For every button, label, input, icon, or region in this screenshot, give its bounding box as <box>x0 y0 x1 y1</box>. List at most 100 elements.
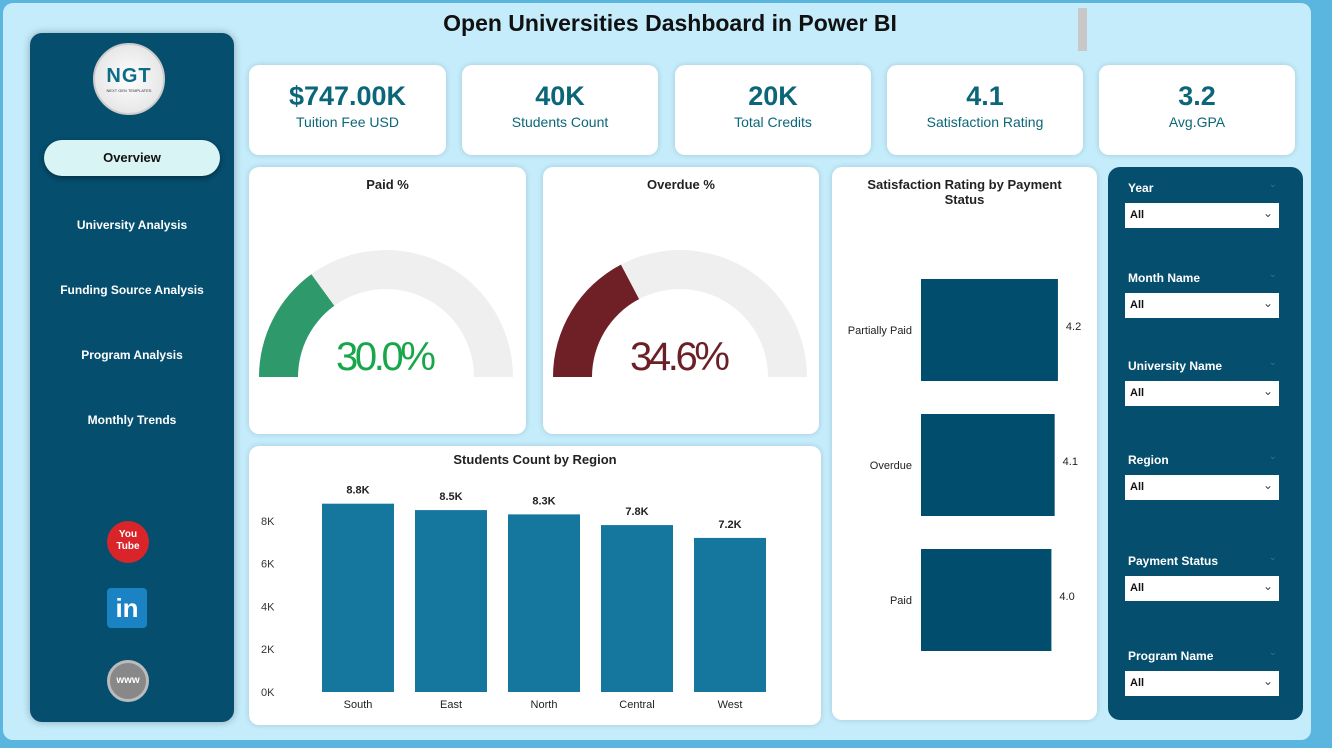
filter-panel: Year ⌄ All ⌄ Month Name ⌄ All ⌄ University Name ⌄… <box>1108 167 1303 720</box>
logo-text: NGT <box>106 65 152 87</box>
nav-funding-source-analysis[interactable]: Funding Source Analysis <box>60 283 204 297</box>
kpi-value: 40K <box>535 81 585 111</box>
nav-monthly-trends[interactable]: Monthly Trends <box>87 413 177 427</box>
slicer-label: Payment Status <box>1128 554 1219 568</box>
kpi-value: 20K <box>748 81 798 111</box>
gauge-value: 30.0% <box>336 335 436 379</box>
kpi-card: 4.1 Satisfaction Rating <box>887 65 1083 155</box>
slicer-dropdown[interactable]: All ⌄ <box>1125 475 1279 500</box>
chevron-down-icon[interactable]: ⌄ <box>1268 179 1277 190</box>
kpi-value: $747.00K <box>288 81 407 111</box>
chevron-down-icon[interactable]: ⌄ <box>1268 647 1277 658</box>
chevron-down-icon[interactable]: ⌄ <box>1268 357 1277 368</box>
chevron-down-icon[interactable]: ⌄ <box>1268 269 1277 280</box>
y-category-label: Overdue <box>870 460 912 472</box>
bar[interactable] <box>921 279 1058 381</box>
nav-university-analysis[interactable]: University Analysis <box>76 218 188 232</box>
data-label: 7.2K <box>718 519 741 531</box>
kpi-label: Total Credits <box>734 114 812 130</box>
bar[interactable] <box>601 525 673 692</box>
slicer-value: All <box>1130 387 1145 399</box>
gauge-title: Paid % <box>366 177 409 192</box>
data-label: 8.8K <box>346 485 369 497</box>
page-title: Open Universities Dashboard in Power BI <box>443 10 897 36</box>
slicer-label: Program Name <box>1128 649 1214 663</box>
students-by-region-card: Students Count by Region 0K 2K 4K 6K 8K 8.8K S… <box>249 446 821 725</box>
x-tick-label: South <box>344 699 373 711</box>
nav-overview[interactable]: Overview <box>44 140 220 176</box>
slicer-dropdown[interactable]: All ⌄ <box>1125 381 1279 406</box>
data-label: 8.5K <box>439 491 462 503</box>
chevron-down-icon[interactable]: ⌄ <box>1268 451 1277 462</box>
slicer-label: Region <box>1128 453 1169 467</box>
slicer-value: All <box>1130 677 1145 689</box>
scrollbar[interactable] <box>1078 8 1087 51</box>
data-label: 4.1 <box>1063 456 1078 468</box>
gauge-track <box>259 250 513 377</box>
x-tick-label: Central <box>619 699 654 711</box>
slicer-value: All <box>1130 582 1145 594</box>
kpi-value: 4.1 <box>966 81 1004 111</box>
chevron-down-icon: ⌄ <box>1262 674 1273 688</box>
bar[interactable] <box>921 549 1052 651</box>
chevron-down-icon: ⌄ <box>1262 206 1273 220</box>
chevron-down-icon: ⌄ <box>1262 296 1273 310</box>
overdue-gauge-card: Overdue % 34.6% <box>543 167 819 434</box>
gauge-fill <box>259 274 335 377</box>
y-tick-label: 4K <box>261 601 275 613</box>
slicer-dropdown[interactable]: All ⌄ <box>1125 203 1279 228</box>
chevron-down-icon: ⌄ <box>1262 579 1273 593</box>
bar[interactable] <box>921 414 1055 516</box>
globe-icon[interactable]: www <box>107 660 149 702</box>
kpi-label: Tuition Fee USD <box>296 114 399 130</box>
gauge-title: Overdue % <box>647 177 715 192</box>
y-tick-label: 2K <box>261 644 275 656</box>
students-by-region-chart: 0K 2K 4K 6K 8K 8.8K South 8.5K East 8.3K North 7.8K… <box>261 485 766 711</box>
x-tick-label: North <box>531 699 558 711</box>
x-tick-label: West <box>718 699 743 711</box>
sidebar: NGT NEXT GEN TEMPLATES Overview Universit… <box>30 33 234 722</box>
gauge-value: 34.6% <box>630 335 730 379</box>
logo: NGT NEXT GEN TEMPLATES <box>93 43 165 115</box>
bar[interactable] <box>415 510 487 692</box>
chart-title: Satisfaction Rating by Payment Status <box>867 177 1062 207</box>
kpi-card: $747.00K Tuition Fee USD <box>249 65 446 155</box>
kpi-card: 40K Students Count <box>462 65 658 155</box>
youtube-icon[interactable]: You Tube <box>107 521 149 563</box>
slicer-value: All <box>1130 299 1145 311</box>
slicer-label: Month Name <box>1128 271 1200 285</box>
nav-program-analysis[interactable]: Program Analysis <box>81 348 183 362</box>
bar[interactable] <box>694 537 766 692</box>
chevron-down-icon[interactable]: ⌄ <box>1268 552 1277 563</box>
y-tick-label: 6K <box>261 559 275 571</box>
kpi-value: 3.2 <box>1178 81 1216 111</box>
kpi-card: 3.2 Avg.GPA <box>1099 65 1295 155</box>
bar[interactable] <box>322 503 394 692</box>
slicer-dropdown[interactable]: All ⌄ <box>1125 293 1279 318</box>
slicer-value: All <box>1130 481 1145 493</box>
data-label: 4.0 <box>1059 591 1074 603</box>
chevron-down-icon: ⌄ <box>1262 384 1273 398</box>
data-label: 8.3K <box>532 495 555 507</box>
y-tick-label: 8K <box>261 516 275 528</box>
logo-subtext: NEXT GEN TEMPLATES <box>106 88 152 93</box>
chart-title: Students Count by Region <box>453 452 617 467</box>
overdue-gauge: 34.6% <box>553 250 807 379</box>
slicer-label: Year <box>1128 181 1154 195</box>
y-category-label: Partially Paid <box>848 325 912 337</box>
gauge-fill <box>553 264 640 377</box>
paid-gauge: 30.0% <box>259 250 513 379</box>
slicer-dropdown[interactable]: All ⌄ <box>1125 671 1279 696</box>
slicer-dropdown[interactable]: All ⌄ <box>1125 576 1279 601</box>
kpi-label: Satisfaction Rating <box>926 114 1044 130</box>
data-label: 4.2 <box>1066 321 1081 333</box>
linkedin-icon[interactable]: in <box>107 588 147 628</box>
kpi-label: Students Count <box>511 114 609 130</box>
satisfaction-by-payment-chart: Partially Paid 4.2 Overdue 4.1 Paid 4.0 <box>848 279 1081 651</box>
kpi-card: 20K Total Credits <box>675 65 871 155</box>
bar[interactable] <box>508 514 580 692</box>
satisfaction-by-payment-card: Satisfaction Rating by Payment Status Pa… <box>832 167 1097 720</box>
kpi-label: Avg.GPA <box>1168 114 1226 130</box>
y-category-label: Paid <box>890 595 912 607</box>
paid-gauge-card: Paid % 30.0% <box>249 167 526 434</box>
